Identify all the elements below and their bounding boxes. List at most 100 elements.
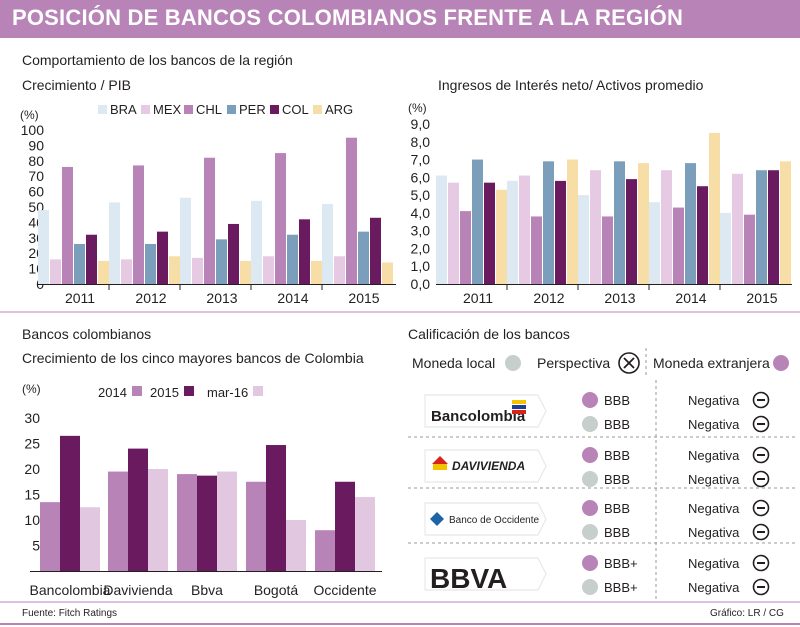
davivienda-house-base [433,464,447,470]
bar-mar-16-occidente [355,497,375,571]
bar-arg-2015 [780,161,791,284]
x-tick-label: 2011 [65,290,95,306]
y-tick-label: 10 [24,512,40,528]
local-rating: BBB [604,417,630,432]
bar-arg-2014 [311,260,322,284]
outlook-foreign: Negativa [688,501,740,516]
legend-extranjera-dot [773,355,789,371]
bancolombia-logo-text: Bancolombia [431,408,526,425]
bar-mex-2012 [519,175,530,284]
bar-chl-2015 [744,214,755,284]
bar-arg-2015 [382,262,393,284]
rating-row: DAVIVIENDA BBB BBB Negativa Negativa [424,446,770,488]
bar-arg-2014 [709,132,720,284]
bar-bra-2013 [180,197,191,284]
y-tick-label: 70 [28,168,44,184]
x-tick-label: 2013 [604,290,635,306]
bar-2015-davivienda [128,448,148,571]
legend-swatch-col [270,105,279,114]
foreign-rating: BBB [604,393,630,408]
y-tick-label: 20 [24,461,40,477]
y-tick-label: 15 [24,487,40,503]
bar-col-2012 [555,180,566,284]
x-tick-label: Bogotá [254,582,299,598]
bar-col-2013 [228,223,239,284]
x-tick-label: Occidente [313,582,376,598]
bar-mex-2013 [192,257,203,284]
legend-extranjera-label: Moneda extranjera [653,355,770,371]
x-tick-label: Bancolombia [30,582,111,598]
bar-chl-2012 [531,216,542,284]
legend-label-2015: 2015 [150,385,179,400]
x-tick-label: Davivienda [103,582,172,598]
rating-row: Banco de Occidente BBB BBB Negativa Negativa [424,499,770,541]
legend-label-per: PER [239,102,266,117]
logo-stripe [512,410,526,414]
legend-swatch-chl [184,105,193,114]
bar-col-2014 [697,186,708,284]
y-tick-label: 0,0 [411,276,431,292]
outlook-local: Negativa [688,580,740,595]
foreign-dot [582,447,598,463]
logo-plate [424,557,547,591]
y-unit-label: (%) [22,382,41,396]
x-tick-label: 2014 [675,290,706,306]
title-banner: POSICIÓN DE BANCOS COLOMBIANOS FRENTE A … [0,0,800,38]
bar-mex-2013 [590,170,601,284]
legend-label-mex: MEX [153,102,182,117]
bar-2015-bogotá [266,445,286,571]
bbva-logo-text: BBVA [430,563,507,594]
chart-growth-gdp: (%)0102030405060708090100BRAMEXCHLPERCOL… [20,102,396,306]
y-tick-label: 60 [28,184,44,200]
local-rating: BBB [604,472,630,487]
logo-stripe [512,405,526,409]
bar-col-2013 [626,179,637,284]
x-tick-label: 2011 [463,290,493,306]
bar-mar-16-davivienda [148,469,168,571]
bar-chl-2014 [275,153,286,284]
legend-swatch-arg [313,105,322,114]
bar-col-2015 [370,217,381,284]
outlook-foreign: Negativa [688,448,740,463]
legend-label-col: COL [282,102,309,117]
bar-col-2015 [768,170,779,284]
x-tick-label: 2015 [348,290,379,306]
legend-swatch-mar-16 [253,386,263,396]
bar-mex-2015 [334,256,345,284]
credit-note: Gráfico: LR / CG [710,608,784,619]
section-rating-heading: Calificación de los bancos [408,326,570,342]
legend-label-mar-16: mar-16 [207,385,248,400]
y-tick-label: 2,0 [411,240,431,256]
bar-bra-2013 [578,195,589,284]
bar-mex-2015 [732,173,743,284]
x-tick-label: Bbva [191,582,223,598]
bar-2015-occidente [335,481,355,571]
x-tick-label: 2012 [533,290,564,306]
chart1-title: Crecimiento / PIB [22,77,131,93]
legend-label-arg: ARG [325,102,353,117]
y-tick-label: 25 [24,436,40,452]
bar-arg-2012 [169,256,180,284]
bar-2014-bbva [177,474,197,571]
occidente-diamond-icon [430,512,444,526]
bar-bra-2015 [322,203,333,284]
chart-colombian-banks: (%) 5 10 15 20 25 30 2014 2015 mar-16 BancolombiaD… [22,382,382,598]
legend-local-dot [505,355,521,371]
bar-per-2011 [472,159,483,284]
x-tick-label: 2012 [135,290,166,306]
bar-2015-bbva [197,475,217,571]
bar-chl-2013 [602,216,613,284]
y-tick-label: 7,0 [411,152,431,168]
bar-arg-2011 [98,260,109,284]
outlook-foreign: Negativa [688,393,740,408]
bar-per-2013 [216,239,227,284]
legend-label-chl: CHL [196,102,222,117]
bar-bra-2014 [649,202,660,284]
y-tick-label: 6,0 [411,169,431,185]
bar-mex-2012 [121,259,132,284]
bar-per-2015 [756,170,767,284]
foreign-rating: BBB [604,501,630,516]
bar-per-2014 [685,163,696,284]
chart-net-interest: (%) 0,0 1,0 2,03,0 4,0 5,0 6,07,0 8,0 9,0 2011 201… [408,101,792,306]
